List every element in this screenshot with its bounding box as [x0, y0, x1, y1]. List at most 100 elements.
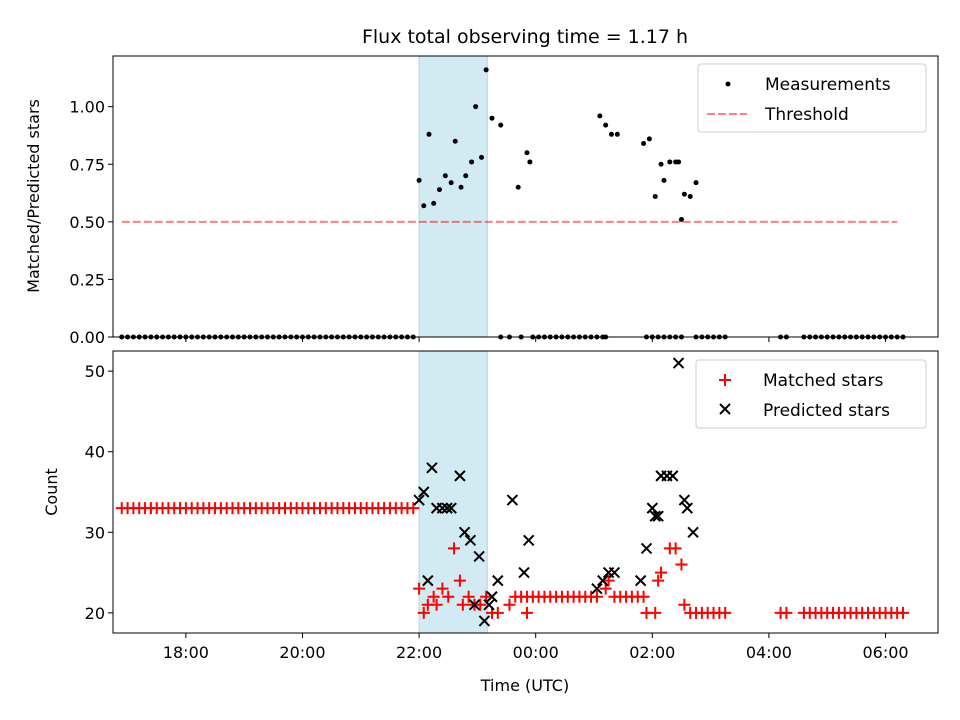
threshold-legend-label: Threshold: [764, 105, 849, 125]
measurement-point: [463, 173, 469, 179]
measurement-point: [469, 159, 475, 165]
predicted-star-point: [418, 486, 430, 498]
predicted-star-point: [483, 599, 495, 611]
measurement-point: [421, 203, 427, 209]
predicted-star-point: [441, 502, 453, 514]
measurement-point: [489, 115, 495, 121]
bottom-x-axis-label: Time (UTC): [480, 676, 569, 695]
measurement-point: [515, 184, 521, 190]
matched-star-point: [675, 558, 688, 571]
predicted-star-point: [687, 526, 699, 538]
top-panel: 0.00 0.25 0.50 0.75 1.00: [69, 55, 939, 347]
measurement-point: [498, 122, 504, 128]
predicted-star-point: [413, 494, 425, 506]
measurement-point: [458, 184, 464, 190]
predicted-star-point: [678, 494, 691, 506]
bottom-y-axis-label: Count: [42, 468, 61, 516]
matched-star-point: [503, 598, 516, 611]
matched-star-point: [462, 590, 475, 603]
predicted-star-point: [486, 591, 498, 603]
bottom-axes-frame: [112, 350, 939, 634]
bottom-x-tick-label: 06:00: [862, 643, 908, 662]
measurement-point: [608, 131, 614, 137]
measurement-point: [678, 217, 684, 223]
top-y-axis-label: Matched/Predicted stars: [24, 99, 43, 293]
measurement-point: [473, 104, 479, 110]
measurements-legend-label: Measurements: [765, 75, 891, 95]
top-axes-frame: [112, 55, 939, 338]
predicted-star-point: [591, 582, 603, 595]
measurement-point: [687, 194, 693, 199]
top-shaded-interval: [418, 55, 488, 338]
measurement-point: [681, 191, 687, 197]
predicted-legend-label: Predicted stars: [763, 401, 890, 421]
matched-star-point: [780, 606, 793, 619]
top-y-tick-label: 0.75: [69, 155, 105, 174]
matched-star-point: [590, 590, 603, 603]
predicted-star-point: [522, 534, 535, 547]
measurement-point: [426, 131, 432, 137]
bottom-y-tick-label: 50: [85, 362, 105, 381]
matched-star-point: [436, 582, 449, 595]
matched-star-point: [474, 598, 487, 611]
predicted-star-point: [640, 542, 653, 555]
predicted-star-point: [492, 574, 504, 587]
measurement-point: [478, 154, 484, 160]
matched-star-point: [678, 598, 691, 611]
predicted-star-point: [478, 615, 491, 627]
measurement-point: [652, 194, 658, 199]
matched-star-point: [491, 606, 504, 619]
predicted-star-point: [649, 510, 661, 522]
matched-star-point: [897, 606, 910, 619]
measurement-point: [442, 173, 448, 179]
measurement-point: [437, 187, 443, 193]
measurement-point: [614, 131, 620, 137]
predicted-star-point: [445, 502, 457, 514]
predicted-star-point: [473, 550, 485, 563]
matched-star-point: [413, 582, 426, 595]
matched-star-point: [407, 502, 420, 515]
predicted-star-point: [422, 574, 434, 587]
matched-star-point: [719, 606, 732, 619]
top-legend-box: [697, 63, 927, 133]
predicted-star-point: [597, 574, 609, 587]
top-y-tick-label: 0.25: [69, 270, 105, 289]
bottom-shaded-interval: [418, 350, 488, 634]
bottom-x-tick-label: 00:00: [513, 643, 559, 662]
predicted-star-point: [634, 574, 647, 587]
matched-legend-label: Matched stars: [763, 371, 883, 391]
matched-star-point: [652, 574, 665, 587]
predicted-legend-marker: [719, 403, 731, 415]
measurement-point: [597, 113, 603, 119]
measurement-point: [667, 159, 673, 165]
bottom-y-tick-label: 20: [85, 604, 105, 623]
bottom-legend: Matched stars Predicted stars: [695, 359, 927, 429]
top-y-tick-label: 1.00: [69, 98, 105, 117]
top-y-tick-label: 0.00: [69, 328, 105, 347]
measurement-point: [452, 138, 458, 144]
measurements-legend-marker: [725, 81, 731, 87]
measurement-point: [661, 177, 667, 183]
matched-star-point: [602, 574, 615, 587]
predicted-star-point: [652, 510, 664, 522]
matched-star-point: [427, 590, 440, 603]
matched-star-point: [655, 566, 668, 579]
predicted-star-point: [681, 502, 694, 514]
top-y-tick-label: 0.50: [69, 213, 105, 232]
bottom-x-tick-label: 20:00: [279, 643, 325, 662]
predicted-star-point: [458, 526, 471, 538]
predicted-star-point: [464, 534, 477, 547]
predicted-star-point: [518, 566, 530, 579]
matched-star-point: [417, 606, 430, 619]
matched-star-point: [669, 542, 682, 555]
predicted-star-point: [506, 494, 519, 506]
predicted-star-point: [667, 470, 679, 482]
measurement-point: [676, 159, 682, 165]
measurement-point: [641, 141, 647, 147]
measurement-point: [483, 67, 489, 73]
matched-star-point: [430, 598, 443, 611]
measurement-point: [431, 200, 437, 206]
bottom-legend-box: [695, 359, 927, 429]
matched-star-point: [448, 542, 461, 555]
measurement-point: [658, 161, 664, 167]
